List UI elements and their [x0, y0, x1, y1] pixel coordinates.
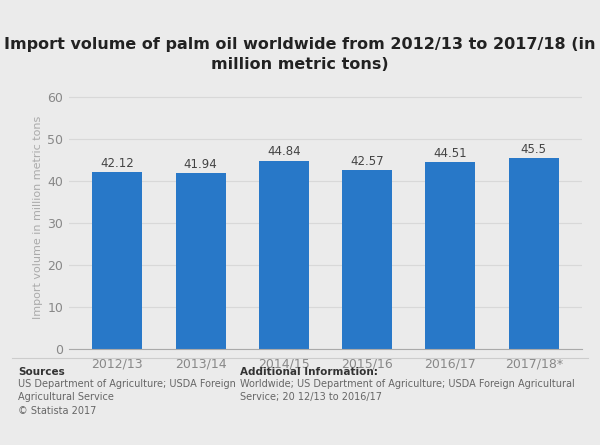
Bar: [92, 172, 142, 349]
Text: 44.84: 44.84: [267, 146, 301, 158]
Text: 41.94: 41.94: [184, 158, 217, 170]
Bar: [509, 158, 559, 349]
Bar: [259, 161, 309, 349]
Text: Additional Information:: Additional Information:: [240, 367, 378, 377]
Text: Worldwide; US Department of Agriculture; USDA Foreign Agricultural Service; 20 1: Worldwide; US Department of Agriculture;…: [240, 379, 575, 402]
Text: 45.5: 45.5: [521, 142, 547, 156]
Bar: [342, 170, 392, 349]
Text: US Department of Agriculture; USDA Foreign
Agricultural Service
© Statista 2017: US Department of Agriculture; USDA Forei…: [18, 379, 236, 416]
Text: Sources: Sources: [18, 367, 65, 377]
Text: 42.12: 42.12: [100, 157, 134, 170]
Bar: [425, 162, 475, 349]
Y-axis label: Import volume in million metric tons: Import volume in million metric tons: [33, 115, 43, 319]
Bar: [176, 173, 226, 349]
Text: 42.57: 42.57: [350, 155, 384, 168]
Text: Import volume of palm oil worldwide from 2012/13 to 2017/18 (in
million metric t: Import volume of palm oil worldwide from…: [4, 37, 596, 72]
Text: 44.51: 44.51: [434, 147, 467, 160]
